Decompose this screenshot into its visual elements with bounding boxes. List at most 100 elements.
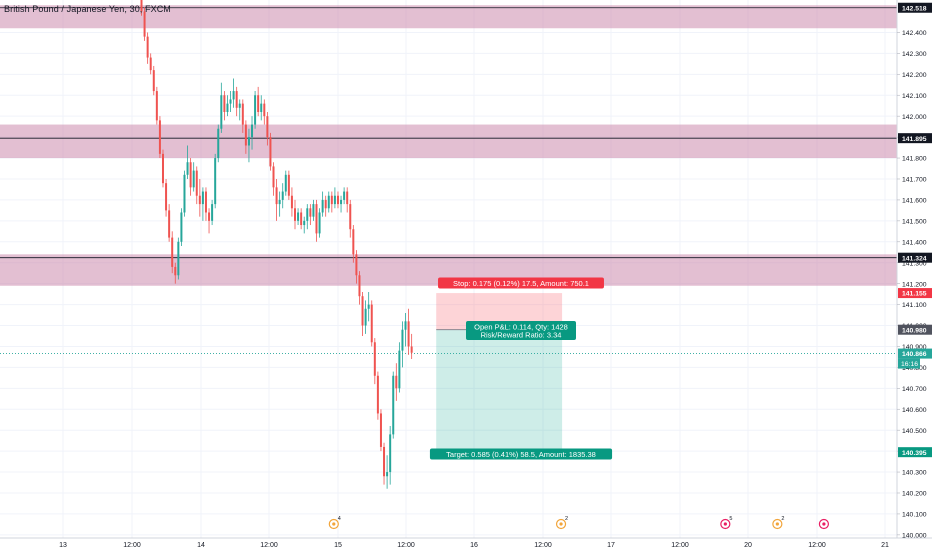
price-axis-background — [897, 0, 932, 538]
price-tick-label: 141.800 — [902, 156, 927, 163]
candle-body — [315, 204, 318, 234]
level-price-tag — [898, 2, 932, 13]
candle-body — [238, 103, 241, 108]
candle-body — [324, 199, 327, 209]
candle-body — [370, 304, 373, 343]
candle-body — [275, 187, 278, 205]
candle-body — [281, 191, 284, 200]
candle-body — [269, 137, 272, 167]
candle-body — [383, 446, 386, 477]
price-tag — [898, 348, 932, 359]
candle-body — [278, 199, 281, 205]
price-tick-label: 140.200 — [902, 491, 927, 498]
candle-body — [404, 321, 407, 330]
candle-body — [343, 191, 346, 200]
price-tick-label: 142.300 — [902, 51, 927, 58]
price-tick-label: 141.400 — [902, 239, 927, 246]
stop-label: Stop: 0.175 (0.12%) 17.5, Amount: 750.1 — [453, 279, 589, 288]
candle-body — [340, 199, 343, 205]
price-tick-label: 140.100 — [902, 512, 927, 519]
price-tick-label: 141.300 — [902, 260, 927, 267]
candle-body — [244, 124, 247, 146]
candle-body — [260, 103, 263, 112]
candle-body — [247, 137, 250, 146]
candle-body — [395, 375, 398, 389]
price-tick-label: 140.300 — [902, 470, 927, 477]
candle-body — [174, 266, 177, 276]
event-marker-dot — [723, 522, 727, 526]
candle-body — [241, 103, 244, 125]
candle-body — [149, 57, 152, 71]
candle-body — [263, 103, 266, 117]
candle-body — [204, 191, 207, 213]
price-tag-label: 140.980 — [902, 327, 927, 334]
price-tick-label: 141.600 — [902, 198, 927, 205]
price-tick-label: 140.600 — [902, 407, 927, 414]
candle-body — [186, 162, 189, 175]
price-tag-label: 140.395 — [902, 450, 927, 457]
event-marker-count: 2 — [781, 516, 784, 522]
target-label: Target: 0.585 (0.41%) 58.5, Amount: 1835… — [446, 450, 596, 459]
candle-body — [266, 116, 269, 138]
candle-body — [229, 99, 232, 104]
time-tick-label: 15 — [334, 542, 342, 549]
price-tick-label: 141.700 — [902, 177, 927, 184]
candle-body — [327, 195, 330, 209]
event-marker-dot — [775, 522, 779, 526]
time-tick-label: 13 — [59, 542, 67, 549]
event-marker-dot — [332, 522, 336, 526]
supply-demand-zone — [0, 124, 897, 159]
candle-body — [143, 11, 146, 37]
candle-body — [294, 208, 296, 221]
candle-body — [235, 91, 238, 108]
price-tick-label: 141.200 — [902, 281, 927, 288]
candle-body — [355, 254, 358, 276]
stop-label-box — [438, 277, 604, 289]
candle-body — [152, 70, 155, 92]
candle-body — [401, 329, 404, 351]
time-tick-label: 16 — [470, 542, 478, 549]
candle-body — [318, 212, 321, 234]
candle-body — [373, 342, 376, 376]
time-tick-label: 20 — [744, 542, 752, 549]
time-tick-label: 12:00 — [260, 542, 278, 549]
candle-body — [379, 413, 382, 447]
rr-label: Risk/Reward Ratio: 3.34 — [481, 331, 562, 340]
event-marker-dot — [822, 522, 826, 526]
candle-body — [232, 91, 235, 100]
candle-body — [208, 212, 211, 221]
candle-body — [336, 195, 339, 205]
candle-body — [389, 434, 392, 473]
candle-body — [177, 241, 180, 276]
chart-title: British Pound / Japanese Yen, 30, FXCM — [4, 4, 171, 14]
candle-body — [333, 195, 336, 205]
level-price-tag — [898, 252, 932, 263]
candle-body — [211, 204, 214, 221]
candle-body — [306, 208, 309, 221]
position-reward-zone — [436, 329, 563, 453]
candle-body — [171, 237, 174, 267]
price-tag-label: 141.155 — [902, 291, 927, 298]
candle-body — [155, 91, 158, 121]
level-price-tag-label: 141.324 — [902, 255, 927, 262]
candle-body — [217, 128, 220, 159]
candle-body — [407, 321, 410, 347]
price-tag — [898, 288, 932, 299]
countdown-label: 16:16 — [901, 361, 918, 368]
candle-body — [303, 220, 306, 226]
candle-body — [251, 124, 254, 138]
candle-body — [376, 375, 379, 414]
candle-body — [287, 174, 290, 196]
candle-body — [220, 95, 223, 129]
candle-body — [272, 166, 275, 188]
candle-body — [392, 375, 395, 435]
candle-body — [180, 212, 183, 242]
price-tag — [898, 447, 932, 458]
supply-demand-zone — [0, 5, 897, 29]
time-tick-label: 21 — [881, 542, 889, 549]
candle-body — [140, 0, 143, 12]
candle-body — [358, 275, 361, 297]
candle-body — [321, 199, 324, 213]
